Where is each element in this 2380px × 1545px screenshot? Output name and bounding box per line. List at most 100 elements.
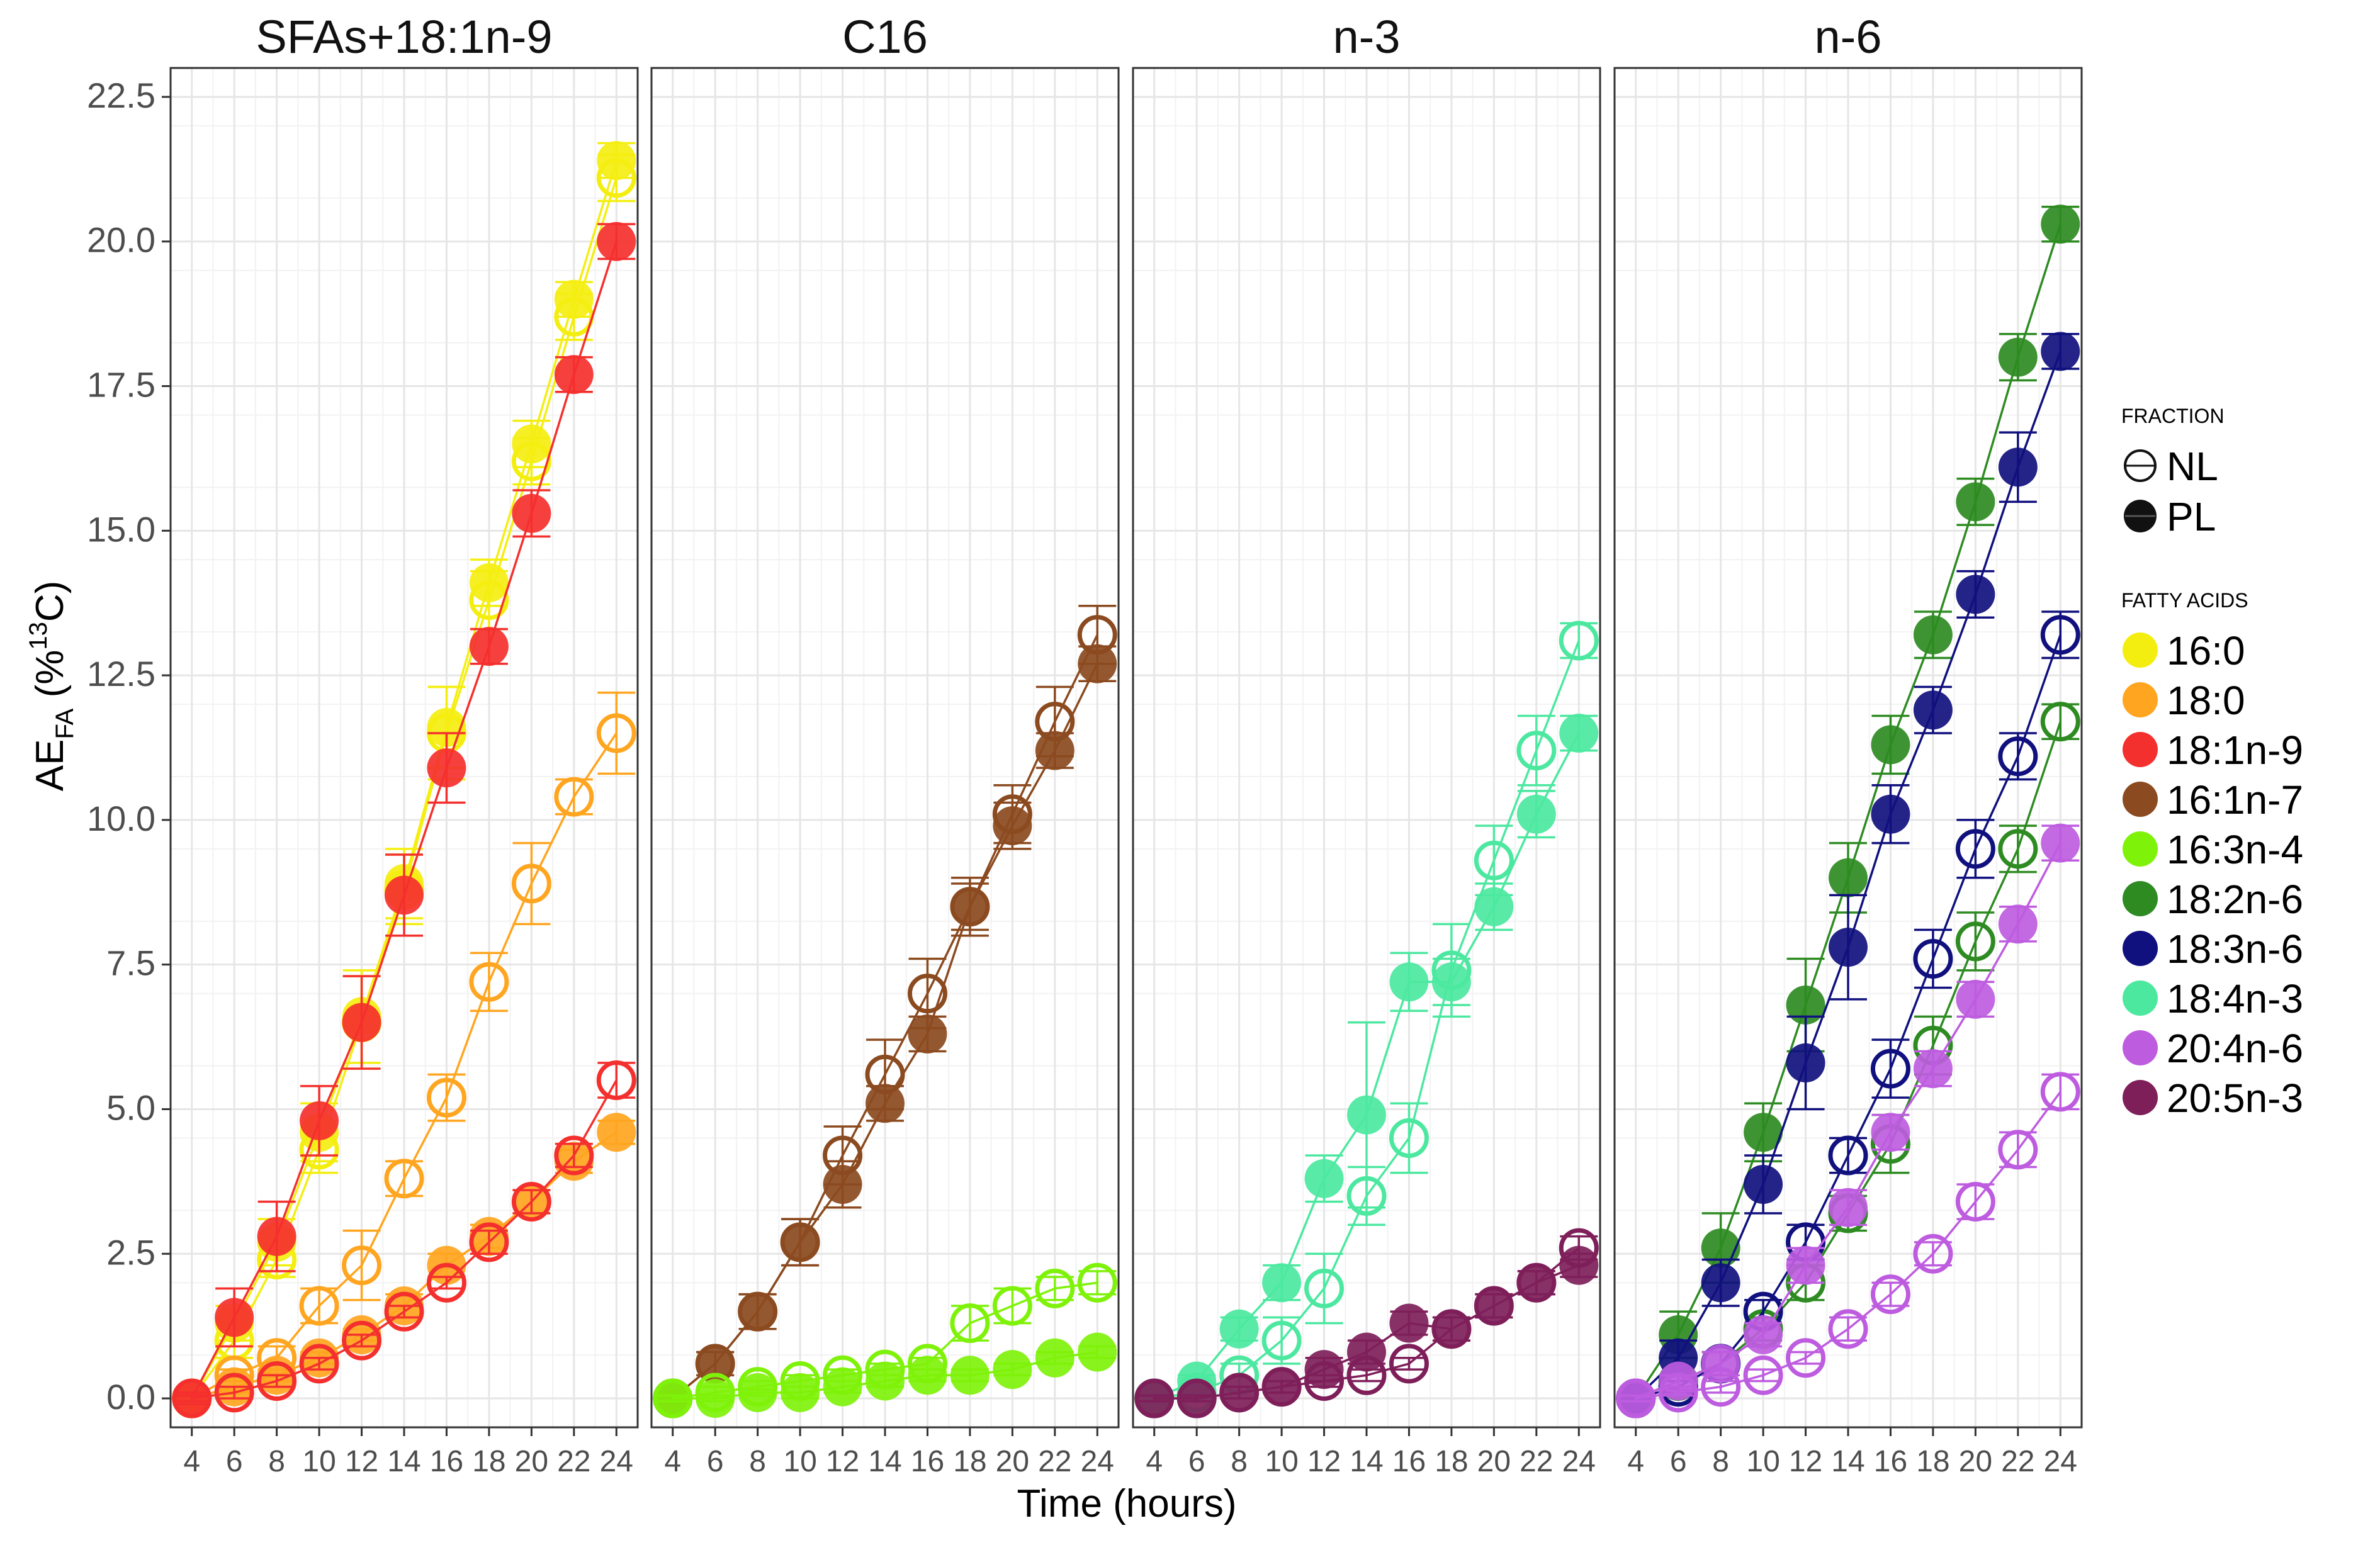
x-tick-label: 6	[226, 1445, 243, 1478]
x-tick-label: 8	[1712, 1445, 1729, 1478]
legend-label: PL	[2167, 494, 2216, 539]
data-point	[1516, 794, 1556, 834]
series-18:3n-6-PL	[1616, 332, 2080, 1419]
panel-title: n-3	[1333, 11, 1401, 63]
x-tick-label: 12	[826, 1445, 859, 1478]
data-point	[1347, 1332, 1386, 1372]
x-tick-label: 16	[1874, 1445, 1907, 1478]
data-point	[2041, 332, 2080, 371]
y-tick-label: 12.5	[87, 654, 155, 694]
legend-item-20:4n-6: 20:4n-6	[2123, 1026, 2303, 1071]
data-point	[823, 1367, 862, 1407]
data-point	[1035, 1268, 1075, 1308]
legend-title-fraction: FRACTION	[2121, 405, 2225, 427]
data-point	[469, 962, 509, 1002]
data-point	[992, 1286, 1032, 1326]
data-point	[653, 1379, 692, 1419]
data-point	[1829, 1188, 1868, 1227]
series-16:3n-4-PL	[653, 1332, 1117, 1419]
y-axis-title: AEFA (%13C)	[25, 581, 79, 792]
data-point	[1998, 904, 2038, 944]
data-point	[1347, 1095, 1386, 1135]
legend-label: 18:1n-9	[2167, 728, 2303, 773]
x-tick-label: 10	[783, 1445, 816, 1478]
legend-item-18:3n-6: 18:3n-6	[2123, 926, 2303, 972]
data-point	[1786, 986, 1825, 1025]
data-point	[1998, 447, 2038, 487]
y-axis-title-subscript: FA	[51, 708, 79, 739]
data-point	[1177, 1379, 1217, 1419]
data-point	[597, 222, 636, 261]
data-point	[2040, 702, 2080, 742]
data-point	[1744, 1315, 1783, 1354]
data-point	[738, 1292, 777, 1332]
x-tick-label: 24	[1081, 1445, 1114, 1478]
legend-label: 18:4n-3	[2167, 976, 2303, 1021]
legend-item-16:0: 16:0	[2123, 628, 2245, 673]
x-tick-label: 8	[268, 1445, 285, 1478]
data-point	[993, 1350, 1032, 1390]
data-point	[1304, 1268, 1345, 1308]
data-point	[1134, 1379, 1174, 1419]
panels: SFAs+18:1n-94 6 8 10 12 14 16 18 20 22 240.02.55.0…	[87, 11, 2083, 1478]
data-point	[908, 1014, 947, 1053]
data-point	[781, 1373, 820, 1412]
data-point	[696, 1344, 735, 1383]
legend-item-16:1n-7: 16:1n-7	[2123, 777, 2303, 823]
data-point	[2041, 823, 2080, 863]
data-point	[1955, 921, 1995, 962]
panel-title: n-6	[1815, 11, 1882, 63]
x-tick-label: 18	[472, 1445, 505, 1478]
x-tick-label: 10	[1265, 1445, 1298, 1478]
panel-3: n-6 4 6 8 10 12 14 16 18 20 22 24	[1613, 11, 2083, 1478]
data-point	[1956, 575, 1995, 614]
data-point	[1304, 1159, 1344, 1198]
data-point	[1744, 1164, 1783, 1204]
data-point	[1516, 731, 1557, 771]
data-point	[300, 1101, 339, 1140]
legend-label: 20:5n-3	[2167, 1076, 2303, 1121]
data-point	[1913, 690, 1953, 730]
x-tick-label: 18	[953, 1445, 986, 1478]
data-point	[554, 355, 594, 395]
data-point	[1219, 1373, 1259, 1412]
data-point	[1078, 644, 1117, 683]
x-tick-label: 6	[1188, 1445, 1205, 1478]
series-20:4n-6-PL	[1616, 823, 2080, 1419]
panel-1: C16 4 6 8 10 12 14 16 18 20 22 24	[650, 11, 1120, 1478]
x-tick-label: 14	[868, 1445, 901, 1478]
data-point	[1998, 337, 2038, 377]
legend-label: 20:4n-6	[2167, 1026, 2303, 1071]
legend-label: 16:1n-7	[2167, 777, 2303, 823]
data-point	[1956, 979, 1995, 1019]
data-point	[469, 1222, 509, 1262]
data-point	[907, 974, 947, 1014]
data-point	[1559, 621, 1599, 661]
data-point	[1389, 1344, 1429, 1384]
data-point	[1828, 1309, 1868, 1349]
series-18:1n-9-NL	[172, 1060, 636, 1419]
data-point	[427, 748, 466, 788]
data-point	[342, 1320, 382, 1361]
data-point	[299, 1286, 339, 1326]
data-point	[597, 141, 636, 181]
y-tick-label: 20.0	[87, 220, 155, 260]
data-point	[215, 1298, 254, 1337]
data-point	[511, 1182, 551, 1222]
data-point	[1913, 938, 1953, 979]
data-point	[1829, 858, 1868, 897]
x-tick-label: 8	[1231, 1445, 1248, 1478]
data-point	[1913, 1233, 1953, 1274]
data-point	[781, 1222, 820, 1262]
data-point	[2041, 205, 2080, 244]
data-point	[554, 1135, 594, 1176]
data-point	[554, 777, 594, 817]
x-tick-label: 10	[1746, 1445, 1779, 1478]
data-point	[1701, 1263, 1740, 1303]
data-point	[1828, 1135, 1868, 1176]
data-point	[1998, 829, 2038, 869]
x-tick-label: 12	[1307, 1445, 1341, 1478]
data-point	[469, 563, 509, 603]
x-tick-label: 4	[183, 1445, 200, 1478]
